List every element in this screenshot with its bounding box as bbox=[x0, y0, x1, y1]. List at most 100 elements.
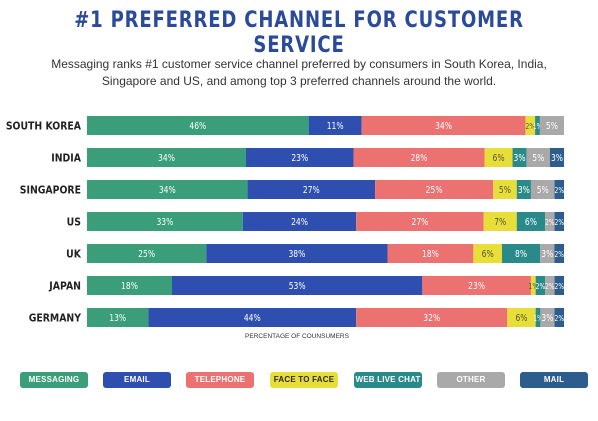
subtitle-line-2: Singapore and US, and among top 3 prefer… bbox=[101, 74, 497, 88]
bar-uk-messaging bbox=[87, 244, 207, 263]
value-label-india-other: 5% bbox=[532, 153, 544, 164]
value-label-south-korea-email: 11% bbox=[327, 121, 344, 132]
value-label-south-korea-telephone: 34% bbox=[435, 121, 452, 132]
value-label-us-web-live-chat: 6% bbox=[525, 217, 537, 228]
category-label-japan: JAPAN bbox=[48, 281, 81, 293]
bar-japan-face-to-face bbox=[530, 276, 536, 295]
category-label-singapore: SINGAPORE bbox=[20, 185, 81, 197]
bar-uk-face-to-face bbox=[473, 244, 502, 263]
bar-south-korea-email bbox=[308, 116, 362, 135]
value-label-us-email: 24% bbox=[291, 217, 308, 228]
legend-item-email: EMAIL bbox=[103, 372, 171, 388]
bar-south-korea-other bbox=[539, 116, 564, 135]
value-label-japan-telephone: 23% bbox=[468, 281, 485, 292]
value-label-germany-email: 44% bbox=[244, 313, 261, 324]
bar-singapore-face-to-face bbox=[493, 180, 517, 199]
value-label-south-korea-web-live-chat: 1% bbox=[533, 122, 543, 131]
bar-germany-messaging bbox=[87, 308, 149, 327]
bar-japan-other bbox=[545, 276, 555, 295]
value-label-germany-telephone: 32% bbox=[423, 313, 440, 324]
legend-item-mail: MAIL bbox=[520, 372, 588, 388]
legend-item-other: OTHER bbox=[437, 372, 505, 388]
bar-uk-mail bbox=[554, 244, 564, 263]
category-label-germany: GERMANY bbox=[29, 313, 82, 325]
bar-india-other bbox=[526, 148, 550, 167]
value-label-india-mail: 3% bbox=[551, 153, 563, 164]
value-label-us-face-to-face: 7% bbox=[494, 217, 506, 228]
bar-singapore-email bbox=[247, 180, 376, 199]
value-label-us-telephone: 27% bbox=[412, 217, 429, 228]
value-label-japan-web-live-chat: 2% bbox=[536, 282, 546, 291]
bar-japan-web-live-chat bbox=[535, 276, 546, 295]
bar-germany-web-live-chat bbox=[535, 308, 541, 327]
bar-germany-face-to-face bbox=[507, 308, 536, 327]
value-label-us-other: 2% bbox=[545, 218, 555, 227]
value-label-japan-mail: 2% bbox=[555, 282, 565, 291]
bar-singapore-telephone bbox=[375, 180, 494, 199]
stacked-bar-chart: SOUTH KOREA 46% 11% 34% 2%1% 5%INDIA 34% 23% 28%… bbox=[6, 116, 565, 340]
bar-india-telephone bbox=[353, 148, 485, 167]
bar-us-telephone bbox=[356, 212, 484, 231]
bar-us-messaging bbox=[87, 212, 243, 231]
x-axis-label: PERCENTAGE OF COUNSUMERS bbox=[245, 333, 350, 340]
value-label-singapore-messaging: 34% bbox=[159, 185, 176, 196]
value-label-india-web-live-chat: 3% bbox=[514, 153, 526, 164]
value-label-india-telephone: 28% bbox=[411, 153, 428, 164]
value-label-uk-face-to-face: 6% bbox=[482, 249, 494, 260]
chart-title: #1 PREFERRED CHANNEL FOR CUSTOMER SERVIC… bbox=[74, 8, 524, 58]
value-label-germany-messaging: 13% bbox=[109, 313, 126, 324]
value-label-uk-web-live-chat: 8% bbox=[515, 249, 527, 260]
bar-uk-other bbox=[540, 244, 555, 263]
bar-india-face-to-face bbox=[484, 148, 513, 167]
bar-japan-mail bbox=[554, 276, 564, 295]
bar-us-other bbox=[545, 212, 555, 231]
value-label-singapore-other: 5% bbox=[537, 185, 549, 196]
bar-singapore-web-live-chat bbox=[516, 180, 531, 199]
bar-germany-telephone bbox=[356, 308, 508, 327]
value-label-india-email: 23% bbox=[291, 153, 308, 164]
bar-south-korea-web-live-chat bbox=[535, 116, 540, 135]
bar-singapore-messaging bbox=[87, 180, 248, 199]
value-label-uk-mail: 2% bbox=[554, 250, 564, 259]
legend-item-messaging: MESSAGING bbox=[20, 372, 88, 388]
value-label-uk-other: 3% bbox=[541, 249, 553, 260]
bar-south-korea-face-to-face bbox=[525, 116, 536, 135]
bar-uk-telephone bbox=[387, 244, 474, 263]
chart-subtitle: Messaging ranks #1 customer service chan… bbox=[40, 56, 558, 90]
bar-us-email bbox=[242, 212, 357, 231]
bar-india-email bbox=[246, 148, 354, 167]
bar-germany-mail bbox=[554, 308, 564, 327]
bar-germany-email bbox=[148, 308, 357, 327]
value-label-singapore-mail: 2% bbox=[555, 186, 565, 195]
bar-japan-telephone bbox=[422, 276, 531, 295]
value-label-uk-messaging: 25% bbox=[138, 249, 155, 260]
value-label-india-face-to-face: 6% bbox=[493, 153, 505, 164]
legend-item-face-to-face: FACE TO FACE bbox=[270, 372, 338, 388]
category-label-uk: UK bbox=[66, 249, 82, 261]
value-label-singapore-web-live-chat: 3% bbox=[518, 185, 530, 196]
value-label-singapore-face-to-face: 5% bbox=[499, 185, 511, 196]
bar-japan-messaging bbox=[87, 276, 173, 295]
value-label-south-korea-face-to-face: 2% bbox=[526, 122, 536, 131]
value-label-uk-telephone: 18% bbox=[422, 249, 439, 260]
subtitle-line-1: Messaging ranks #1 customer service chan… bbox=[51, 57, 547, 71]
bar-singapore-other bbox=[530, 180, 555, 199]
bar-india-messaging bbox=[87, 148, 246, 167]
category-label-india: INDIA bbox=[51, 153, 81, 165]
value-label-japan-other: 2% bbox=[545, 282, 555, 291]
value-label-singapore-telephone: 25% bbox=[426, 185, 443, 196]
value-label-japan-face-to-face: 1% bbox=[529, 282, 539, 291]
value-label-germany-other: 3% bbox=[541, 313, 553, 324]
bar-south-korea-messaging bbox=[87, 116, 309, 135]
bar-germany-other bbox=[540, 308, 555, 327]
value-label-south-korea-other: 5% bbox=[546, 121, 558, 132]
bar-japan-email bbox=[172, 276, 423, 295]
bar-us-face-to-face bbox=[483, 212, 517, 231]
value-label-germany-face-to-face: 6% bbox=[515, 313, 527, 324]
legend-item-web-live-chat: WEB LIVE CHAT bbox=[354, 372, 422, 388]
value-label-germany-mail: 2% bbox=[555, 314, 565, 323]
bar-us-web-live-chat bbox=[516, 212, 546, 231]
bar-india-mail bbox=[549, 148, 564, 167]
value-label-south-korea-messaging: 46% bbox=[189, 121, 206, 132]
category-label-us: US bbox=[67, 217, 81, 229]
